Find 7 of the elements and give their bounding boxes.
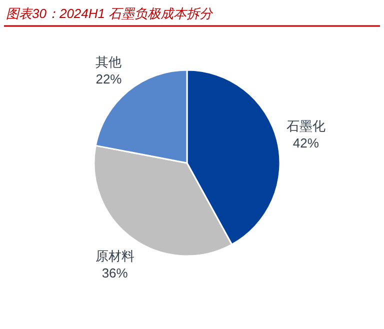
data-label: 42% [292, 135, 320, 150]
slice-label: 原材料 [95, 248, 134, 264]
chart-title: 图表30：2024H1 石墨负极成本拆分 [6, 6, 214, 21]
slice-label: 其他 [96, 54, 122, 70]
slice-label: 石墨化 [286, 118, 326, 134]
data-label: 36% [102, 265, 128, 280]
data-label: 22% [96, 71, 122, 86]
